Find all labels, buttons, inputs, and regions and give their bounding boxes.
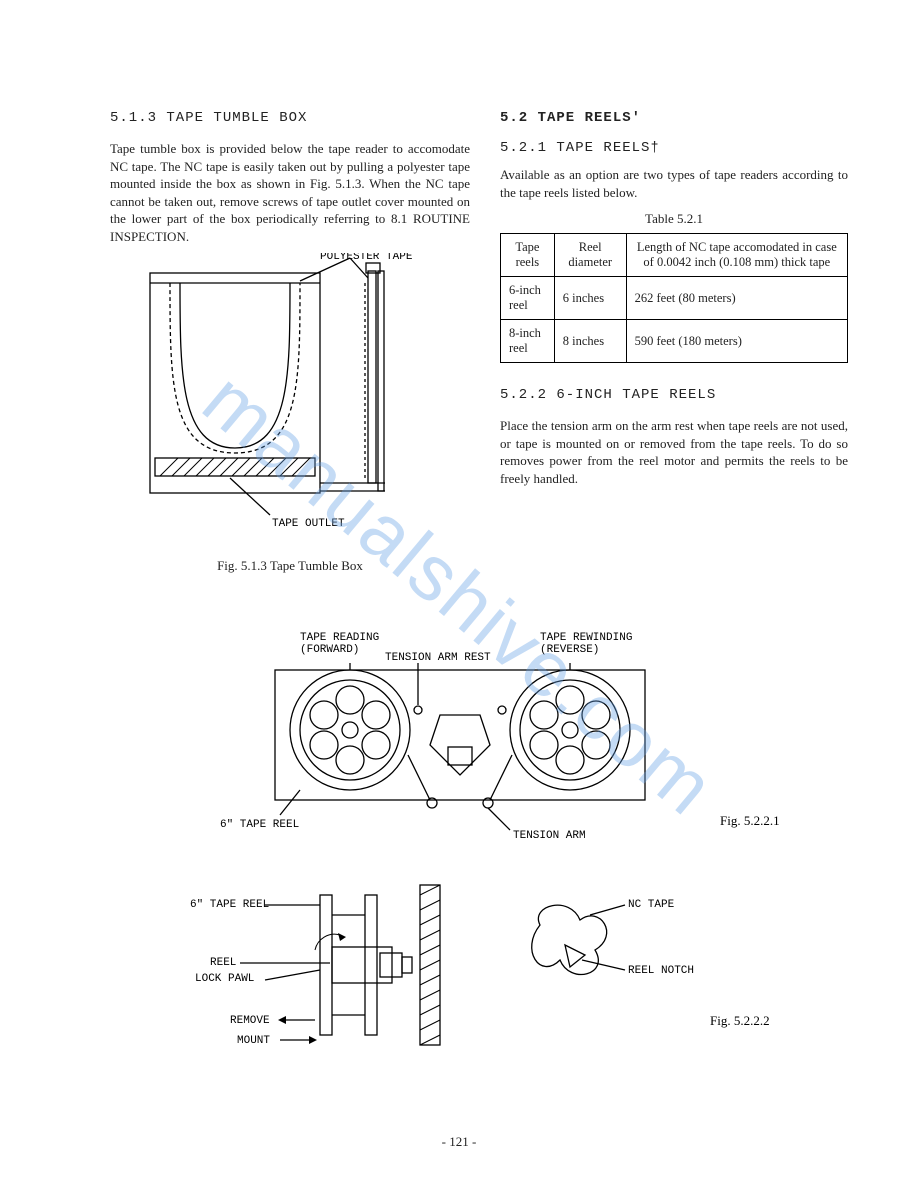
figure-5221: TAPE READING(FORWARD) TAPE REWINDING(REV… [190,615,890,845]
figure-5221-block: TAPE READING(FORWARD) TAPE REWINDING(REV… [110,615,848,845]
table-cell: 8-inch reel [501,320,555,363]
fig5221-label-rewind: TAPE REWINDING(REVERSE) [540,632,632,656]
fig5222-label-notch: REEL NOTCH [628,965,694,977]
fig5222-label-reel: REEL [210,957,236,969]
table-521-title: Table 5.2.1 [500,211,848,227]
para-521: Available as an option are two types of … [500,166,848,201]
fig5222-label-nctape: NC TAPE [628,899,675,911]
table-cell: 6 inches [554,277,626,320]
table-col-1: Reel diameter [554,234,626,277]
table-521: Tape reels Reel diameter Length of NC ta… [500,233,848,363]
para-513: Tape tumble box is provided below the ta… [110,140,470,245]
table-cell: 590 feet (180 meters) [626,320,847,363]
fig513-label-polyester: POLYESTER TAPE [320,253,413,263]
page-container: manualshive.com 5.1.3 TAPE TUMBLE BOX Ta… [0,0,918,1188]
figure-513: POLYESTER TAPE TAPE OUTLET [110,253,440,543]
table-col-2: Length of NC tape accomodated in case of… [626,234,847,277]
table-row: 6-inch reel 6 inches 262 feet (80 meters… [501,277,848,320]
left-column: 5.1.3 TAPE TUMBLE BOX Tape tumble box is… [110,110,470,587]
two-column-layout: 5.1.3 TAPE TUMBLE BOX Tape tumble box is… [110,110,848,587]
table-col-0: Tape reels [501,234,555,277]
figure-5222: 6" TAPE REEL REEL LOCK PAWL REMOVE MOUNT… [170,875,870,1075]
right-column: 5.2 TAPE REELS' 5.2.1 TAPE REELS† Availa… [500,110,848,587]
para-522: Place the tension arm on the arm rest wh… [500,417,848,487]
table-cell: 8 inches [554,320,626,363]
fig5222-label-remove: REMOVE [230,1015,270,1027]
page-number: - 121 - [0,1134,918,1150]
table-row: 8-inch reel 8 inches 590 feet (180 meter… [501,320,848,363]
fig513-label-outlet: TAPE OUTLET [272,518,345,530]
fig5221-label-tension-arm: TENSION ARM [513,830,586,842]
heading-522: 5.2.2 6-INCH TAPE REELS [500,387,848,403]
fig5221-label-tension-rest: TENSION ARM REST [385,652,491,664]
heading-521: 5.2.1 TAPE REELS† [500,140,848,156]
fig5222-label-lock: LOCK PAWL [195,973,254,985]
fig513-caption: Fig. 5.1.3 Tape Tumble Box [110,558,470,574]
fig5222-caption: Fig. 5.2.2.2 [710,1013,770,1028]
fig5222-label-mount: MOUNT [237,1035,270,1047]
figure-5222-block: 6" TAPE REEL REEL LOCK PAWL REMOVE MOUNT… [110,875,848,1075]
heading-52: 5.2 TAPE REELS' [500,110,848,126]
fig5221-label-6reel: 6" TAPE REEL [220,819,299,831]
table-cell: 262 feet (80 meters) [626,277,847,320]
fig5222-label-6reel: 6" TAPE REEL [190,899,269,911]
table-cell: 6-inch reel [501,277,555,320]
fig5221-caption: Fig. 5.2.2.1 [720,813,780,828]
fig5221-label-reading: TAPE READING(FORWARD) [300,632,379,656]
heading-513: 5.1.3 TAPE TUMBLE BOX [110,110,470,126]
table-header-row: Tape reels Reel diameter Length of NC ta… [501,234,848,277]
